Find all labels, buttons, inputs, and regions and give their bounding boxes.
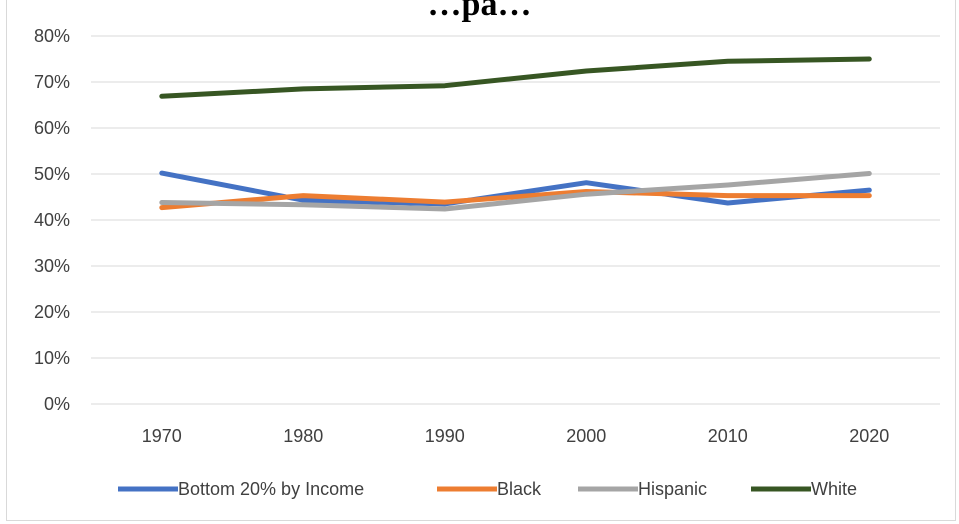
x-tick-label: 1990 <box>425 426 465 446</box>
legend: Bottom 20% by Income Black Hispanic White <box>118 479 857 499</box>
x-tick-label: 2020 <box>849 426 889 446</box>
y-tick-label: 40% <box>34 210 70 230</box>
chart-title: …pa… <box>427 0 532 23</box>
legend-label: Bottom 20% by Income <box>178 479 364 499</box>
legend-label: White <box>811 479 857 499</box>
y-tick-label: 70% <box>34 72 70 92</box>
x-tick-label: 2000 <box>566 426 606 446</box>
series-line-hispanic <box>159 171 872 212</box>
series-lines <box>159 56 872 212</box>
y-tick-label: 60% <box>34 118 70 138</box>
y-tick-label: 30% <box>34 256 70 276</box>
series-line-black <box>159 189 872 211</box>
x-tick-label: 2010 <box>708 426 748 446</box>
y-tick-label: 50% <box>34 164 70 184</box>
gridlines <box>91 35 940 405</box>
y-tick-label: 0% <box>44 394 70 414</box>
legend-label: Hispanic <box>638 479 707 499</box>
y-tick-label: 10% <box>34 348 70 368</box>
chart-frame <box>6 0 956 521</box>
y-tick-label: 80% <box>34 26 70 46</box>
y-tick-label: 20% <box>34 302 70 322</box>
x-tick-label: 1970 <box>142 426 182 446</box>
x-tick-label: 1980 <box>283 426 323 446</box>
legend-label: Black <box>497 479 542 499</box>
y-axis-ticks: 0% 10% 20% 30% 40% 50% 60% 70% 80% <box>34 26 70 414</box>
x-axis-ticks: 1970 1980 1990 2000 2010 2020 <box>142 426 890 446</box>
series-line-white <box>159 56 872 99</box>
